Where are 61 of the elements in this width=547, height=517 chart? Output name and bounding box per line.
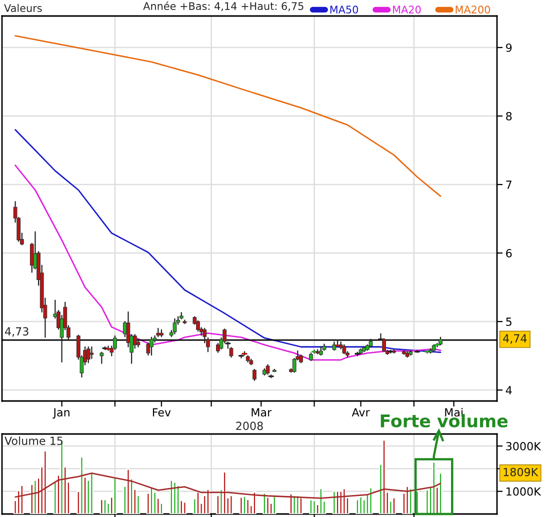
bar [408, 488, 413, 514]
text: Année +Bas: 4,14 +Haut: 6,75 [143, 2, 304, 12]
y-tick-label: 5 [506, 318, 512, 326]
x-tick-label: Fev [152, 408, 171, 417]
y-tick-label: 9 [506, 43, 512, 52]
candlestick [90, 346, 94, 360]
bar [309, 499, 313, 514]
legend-label: MA20 [393, 6, 421, 14]
candlestick [202, 328, 207, 344]
line-series [14, 35, 442, 197]
annotation: 4,74 [503, 334, 527, 344]
bar [103, 498, 107, 514]
chart-title: Volume 15 [4, 436, 62, 445]
bar [43, 450, 48, 514]
candlestick [252, 368, 256, 382]
legend-title: Valeurs [4, 4, 42, 12]
bar [438, 472, 442, 514]
candlestick [86, 346, 90, 364]
bar [252, 491, 256, 514]
text: 1809K [504, 468, 538, 476]
y-tick-label: 6 [506, 249, 512, 258]
bar [229, 494, 234, 514]
x-tick-label: Mar [252, 408, 272, 417]
bar [318, 488, 323, 514]
bar [342, 488, 346, 514]
candlestick [266, 364, 270, 375]
bar [176, 484, 180, 514]
line-series [14, 472, 442, 499]
bar [272, 496, 276, 514]
legend-label: MA50 [330, 6, 358, 14]
y-tick-label: 3000K [506, 442, 542, 450]
bar [382, 439, 386, 514]
bar [356, 499, 360, 514]
bar [222, 471, 227, 514]
x-axis-title: 2008 [236, 422, 263, 430]
ref-line-label: 4,73 [5, 327, 28, 337]
bar [246, 498, 250, 514]
y-tick-label: 8 [506, 112, 512, 120]
bar [242, 496, 246, 514]
candlestick [132, 334, 137, 349]
legend-label: MA200 [456, 6, 490, 14]
x-tick-label: Mai [445, 408, 463, 417]
candlestick [100, 352, 104, 364]
bar [206, 488, 210, 514]
bar [113, 476, 117, 514]
x-tick-label: Avr [352, 408, 370, 416]
x-tick-label: Jan [52, 408, 70, 419]
y-tick-label: 4 [506, 386, 512, 394]
bar [392, 496, 396, 514]
candlestick [172, 318, 177, 334]
bar [182, 501, 187, 514]
candlestick [150, 336, 154, 356]
bar [100, 498, 104, 514]
bar [196, 491, 200, 514]
bar [20, 484, 24, 514]
bar [299, 496, 303, 514]
y-tick-label: 1000K [506, 487, 542, 496]
y-tick-label: 7 [506, 180, 512, 189]
bar [432, 461, 436, 514]
candlestick [196, 320, 200, 332]
annotation: Forte volume [380, 414, 508, 428]
